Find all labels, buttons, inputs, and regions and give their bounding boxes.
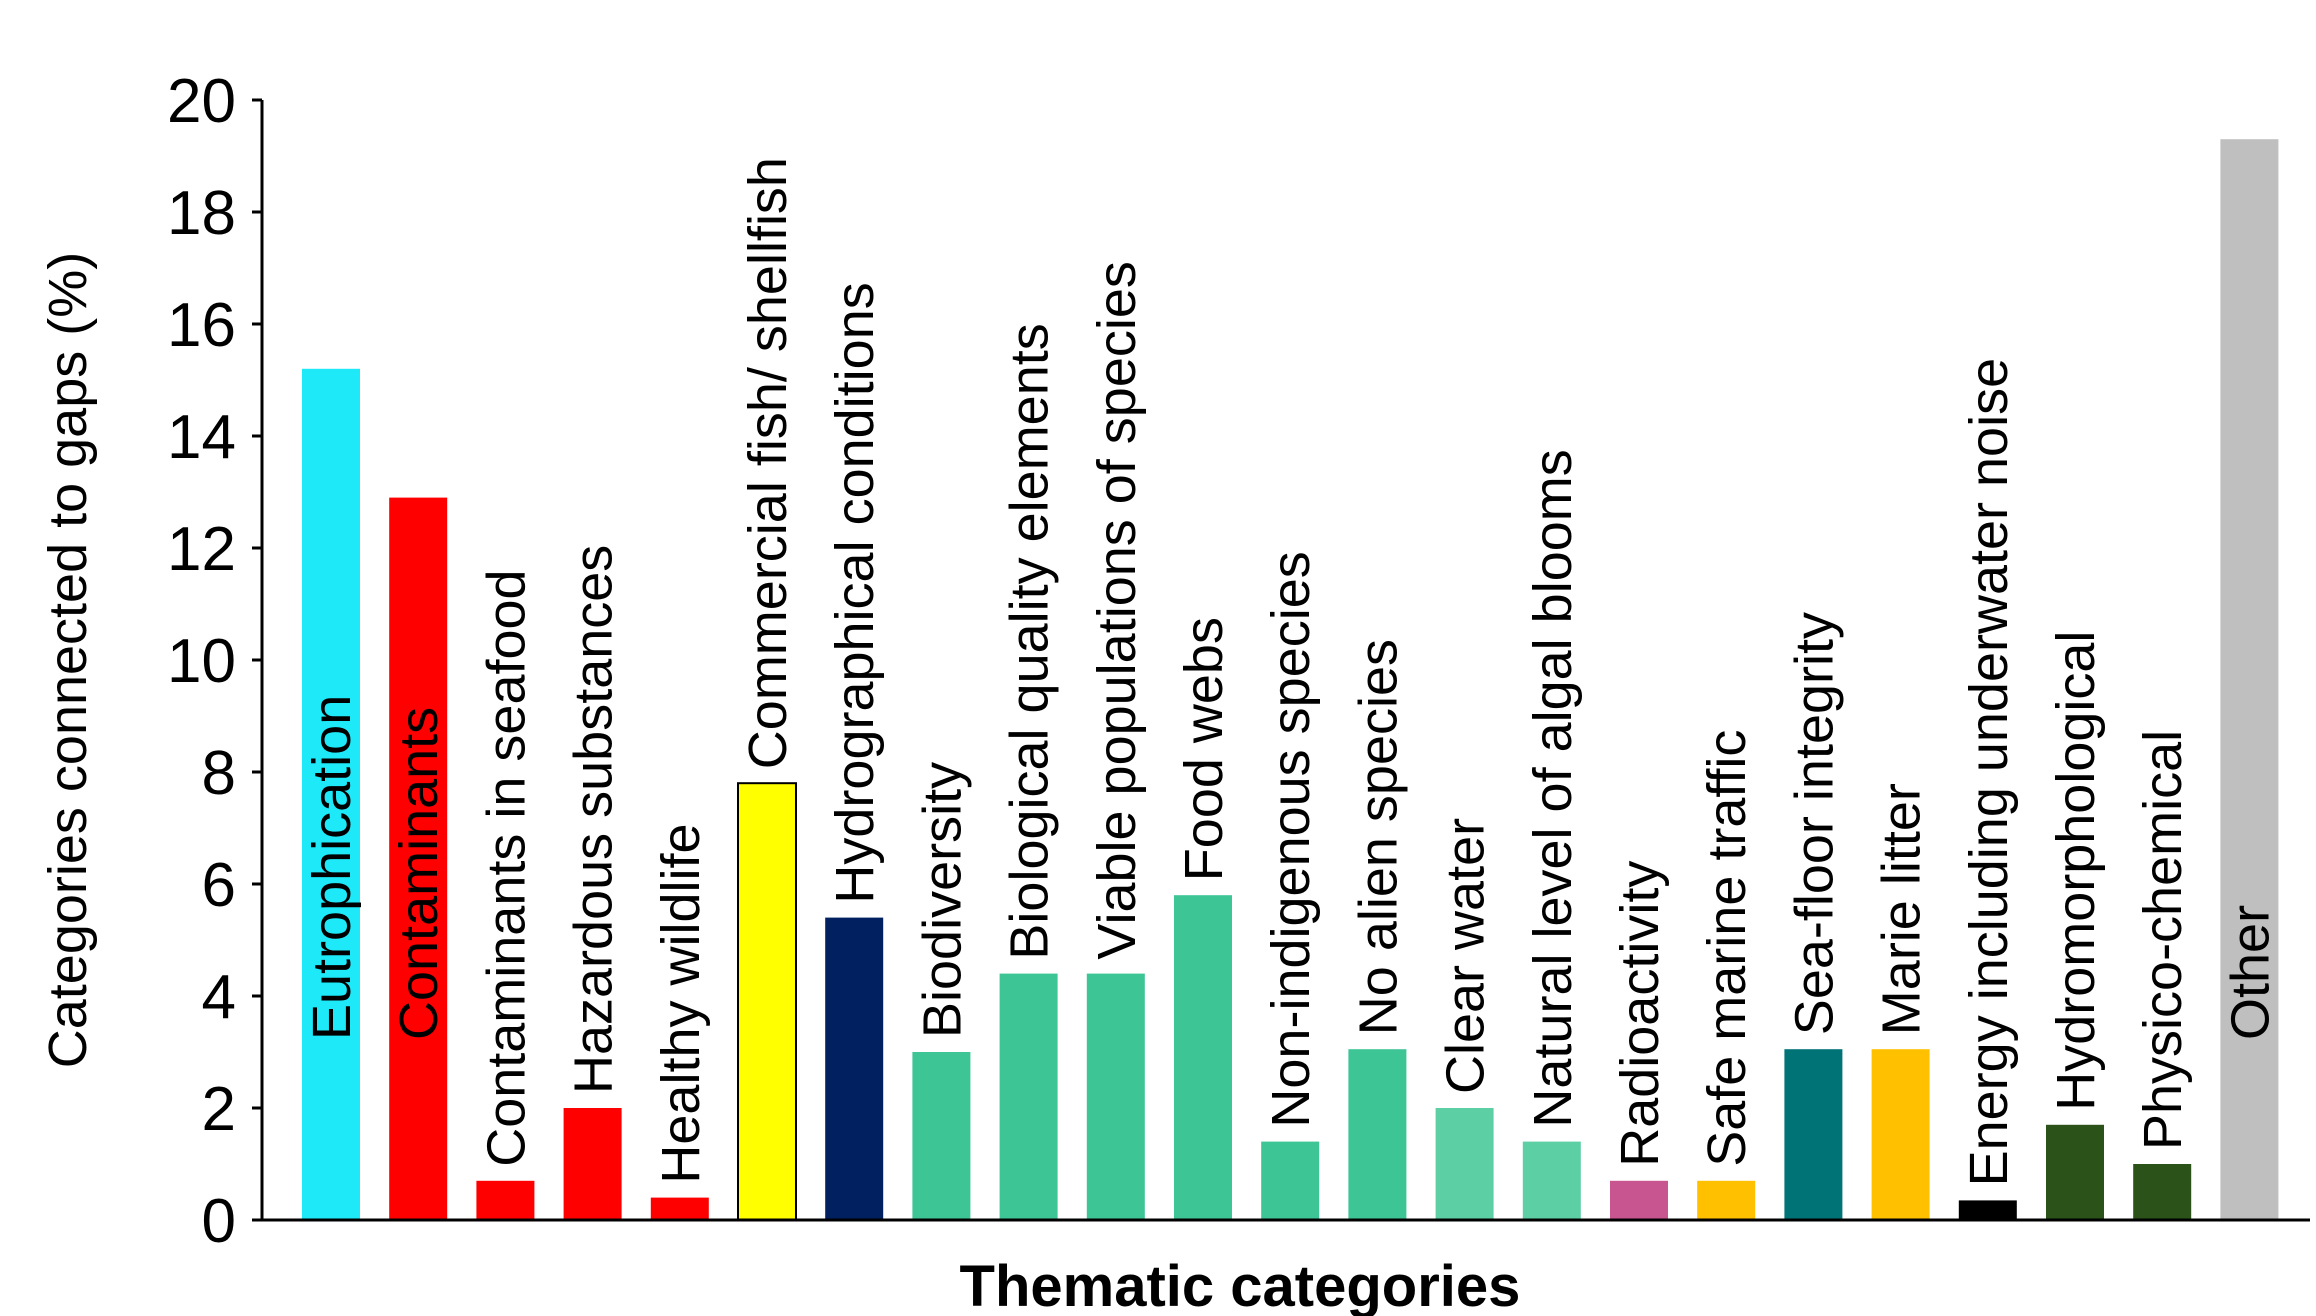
bar [912,1052,971,1220]
y-tick-label: 4 [202,963,236,1032]
bar [1610,1180,1668,1220]
bar [1522,1141,1581,1220]
bar [650,1197,709,1220]
bar [1348,1049,1407,1220]
bar [302,368,360,1220]
category-label: No alien species [1348,639,1408,1035]
category-label: Clear water [1436,818,1496,1094]
category-label: Natural level of algal blooms [1523,449,1583,1127]
bar [563,1108,622,1220]
y-ticks: 0 2 4 6 8 10 12 14 16 18 20 [167,67,262,1256]
y-tick-label: 18 [167,179,236,248]
bar [1958,1200,2017,1220]
category-label: Viable populations of species [1087,261,1147,960]
y-tick-label: 10 [167,627,236,696]
bar [737,782,797,1221]
category-label: Energy including underwater noise [1959,358,2019,1187]
y-tick-label: 16 [167,291,236,360]
y-axis-title: Categories connected to gaps (%) [38,252,98,1068]
category-label: Contaminants in seafood [476,569,536,1166]
bar [825,917,884,1220]
category-label: Food webs [1174,617,1234,881]
category-label: Contaminants [389,707,449,1040]
bar [1261,1141,1320,1220]
category-label: Eutrophication [302,695,362,1040]
category-label: Hydrographical conditions [825,282,885,903]
bar [1086,973,1145,1220]
category-label: Healthy wildlife [651,823,711,1183]
category-label: Commercial fish/ shellfish [738,157,798,769]
bar [1435,1108,1494,1220]
x-axis-title: Thematic categories [960,1254,1521,1316]
bar [2046,1124,2104,1220]
y-tick-label: 2 [202,1075,236,1144]
bars-layer [302,139,2279,1221]
bar [1784,1049,1843,1220]
y-tick-label: 6 [202,851,236,920]
bar [476,1180,535,1220]
category-label: Safe marine traffic [1697,730,1757,1167]
bar [1697,1180,1756,1220]
bar [389,497,448,1221]
category-label: Biodiversity [912,762,972,1038]
category-label: Sea-floor integrity [1784,612,1844,1035]
y-tick-label: 12 [167,515,236,584]
category-label: Radioactivity [1610,861,1670,1167]
category-label: Physico-chemical [2133,730,2193,1150]
category-label: Other [2220,905,2280,1040]
bar [1871,1049,1930,1220]
y-tick-label: 20 [167,67,236,136]
category-label: Marie litter [1872,783,1932,1035]
y-tick-label: 0 [202,1187,236,1256]
bar [2133,1164,2192,1220]
y-tick-label: 14 [167,403,236,472]
category-labels: Eutrophication Contaminants Contaminants i… [302,157,2280,1186]
category-label: Biological quality elements [1000,323,1060,959]
bar [999,973,1058,1220]
category-label: Hydromorphological [2046,631,2106,1111]
bar [2220,139,2279,1221]
y-tick-label: 8 [202,739,236,808]
category-label: Non-indigenous species [1261,551,1321,1127]
bar [1174,895,1232,1220]
category-label: Hazardous substances [564,545,624,1094]
